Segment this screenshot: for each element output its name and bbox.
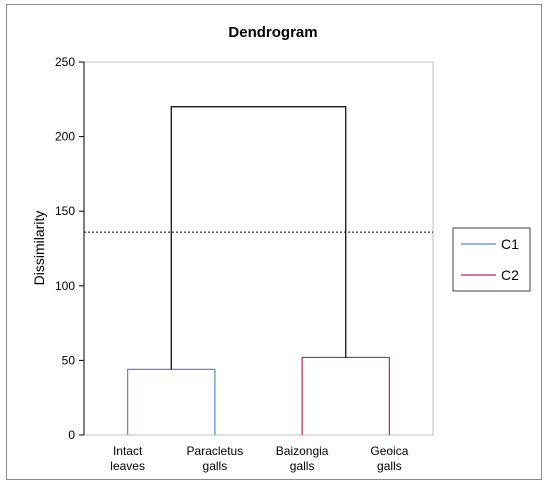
legend: C1 C2 [452, 227, 531, 292]
y-tick-label: 100 [55, 279, 75, 293]
leaf-label: leaves [110, 459, 145, 473]
y-tick-label: 0 [68, 428, 75, 442]
chart-title: Dendrogram [228, 24, 317, 41]
link-c1 [127, 368, 216, 435]
leaf-label: Paracletus [187, 444, 244, 458]
y-tick-label: 250 [55, 55, 75, 69]
y-axis-label: Dissimilarity [31, 211, 47, 286]
legend-label-c2: C2 [501, 267, 519, 283]
link-root [170, 106, 347, 370]
dendrogram-links [127, 106, 390, 435]
leaf-label: Geoica [370, 444, 408, 458]
y-tick-label: 150 [55, 204, 75, 218]
legend-label-c1: C1 [501, 236, 519, 252]
plot-area [83, 61, 434, 436]
leaf-label: galls [377, 459, 402, 473]
legend-box [452, 227, 531, 292]
leaf-labels: IntactleavesParacletusgallsBaizongiagall… [110, 444, 408, 473]
leaf-label: galls [203, 459, 228, 473]
link-c2 [301, 356, 390, 435]
leaf-label: Baizongia [276, 444, 329, 458]
y-tick-label: 200 [55, 130, 75, 144]
y-tick-label: 50 [62, 353, 76, 367]
y-axis-ticks: 0 50 100 150 200 250 [55, 55, 85, 442]
leaf-label: galls [290, 459, 315, 473]
leaf-label: Intact [113, 444, 143, 458]
